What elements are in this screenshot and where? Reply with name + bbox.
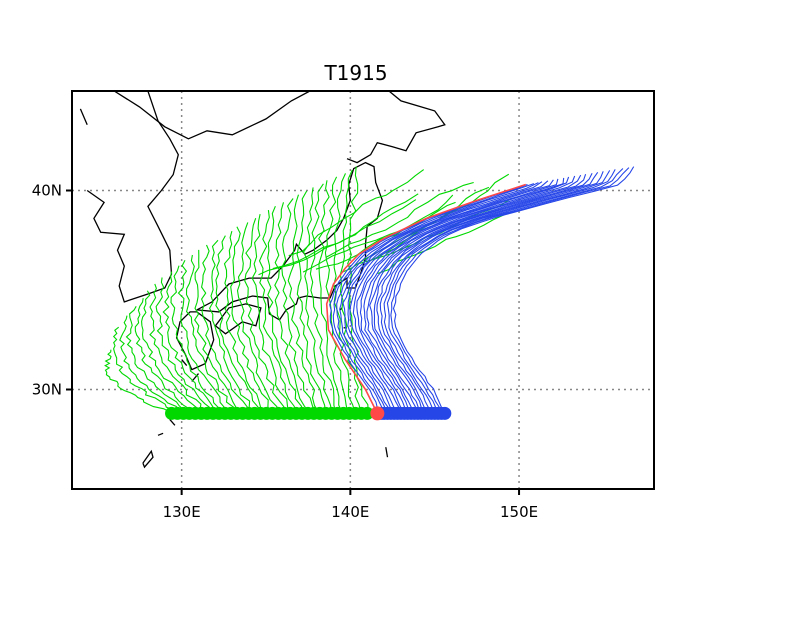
west-track-line <box>149 283 207 414</box>
x-axis-ticks: 130E 140E 150E <box>163 503 539 521</box>
coastline <box>113 91 311 140</box>
west-track-line <box>318 180 344 414</box>
west-track-line <box>177 260 229 414</box>
coastline <box>157 432 164 436</box>
east-track-line <box>342 180 549 414</box>
start-points <box>165 406 452 421</box>
east-track-line <box>373 171 599 414</box>
reference-track-line <box>325 183 527 414</box>
east-start-point <box>438 406 452 420</box>
coastline <box>181 359 188 367</box>
west-track-line <box>287 194 320 414</box>
y-tick-label: 30N <box>32 381 62 399</box>
east-track-line <box>336 182 539 414</box>
west-track-line <box>267 205 305 414</box>
east-track-line <box>383 169 616 414</box>
east-track-line <box>392 166 635 414</box>
west-track-line <box>200 244 249 414</box>
east-track-line <box>363 174 582 414</box>
west-track-line <box>251 213 290 414</box>
east-track-line <box>369 172 593 414</box>
east-track-line <box>332 183 535 414</box>
west-track-line <box>288 169 425 257</box>
west-track-line <box>302 201 456 273</box>
east-track-line <box>339 181 543 414</box>
west-track-line <box>315 194 454 270</box>
west-track-line <box>104 349 170 414</box>
coastline <box>175 311 215 371</box>
west-track-line <box>244 218 288 414</box>
west-track-line <box>296 190 326 414</box>
x-tick-label: 150E <box>500 503 538 521</box>
west-track-line <box>236 222 280 414</box>
west-track-line <box>112 326 177 414</box>
west-track-group <box>104 166 517 414</box>
reference-track-group <box>325 183 527 414</box>
west-track-line <box>309 183 337 414</box>
west-track-line <box>134 298 195 414</box>
coastline <box>196 161 384 321</box>
west-track-line <box>185 254 238 414</box>
coastline <box>86 91 179 303</box>
west-track-line <box>325 181 474 258</box>
east-track-line <box>379 170 611 414</box>
west-track-line <box>258 210 298 414</box>
west-track-line <box>194 249 244 414</box>
west-track-line <box>230 226 271 414</box>
west-track-line <box>274 202 311 414</box>
east-track-line <box>386 168 624 414</box>
x-tick-label: 140E <box>331 503 369 521</box>
coastline <box>346 91 446 164</box>
west-track-line <box>215 235 261 414</box>
west-track-line <box>125 306 188 414</box>
coastline <box>169 418 176 426</box>
coastline <box>385 447 389 458</box>
west-track-line <box>341 186 490 273</box>
reference-start-point <box>370 406 385 421</box>
east-track-line <box>376 171 604 414</box>
west-track-line <box>333 173 356 414</box>
west-track-line <box>208 239 256 414</box>
west-track-line <box>155 277 213 414</box>
east-track-line <box>352 177 565 414</box>
west-track-line <box>170 265 225 414</box>
west-track-line <box>281 198 316 414</box>
coastline <box>142 449 154 469</box>
west-track-line <box>302 187 333 414</box>
east-track-line <box>329 183 528 414</box>
coastline <box>79 108 88 126</box>
east-track-line <box>347 179 554 414</box>
west-track-line <box>223 230 264 414</box>
west-track-line <box>119 315 182 414</box>
map-title: T1915 <box>323 61 387 85</box>
east-track-line <box>349 178 559 414</box>
west-track-line <box>272 193 419 270</box>
west-track-line <box>162 271 217 414</box>
west-track-line <box>141 290 201 414</box>
map-frame <box>71 90 655 490</box>
west-track-line <box>324 176 349 414</box>
east-track-line <box>356 176 570 414</box>
y-tick-label: 40N <box>32 182 62 200</box>
east-track-group <box>329 166 635 414</box>
coastline <box>214 303 262 335</box>
east-track-line <box>390 167 630 414</box>
west-start-point <box>360 406 374 420</box>
west-track-line <box>377 210 517 275</box>
east-track-line <box>366 174 587 414</box>
y-axis-ticks: 30N 40N <box>32 182 62 399</box>
east-track-line <box>359 175 576 414</box>
coastlines <box>79 91 446 469</box>
x-tick-label: 130E <box>163 503 201 521</box>
